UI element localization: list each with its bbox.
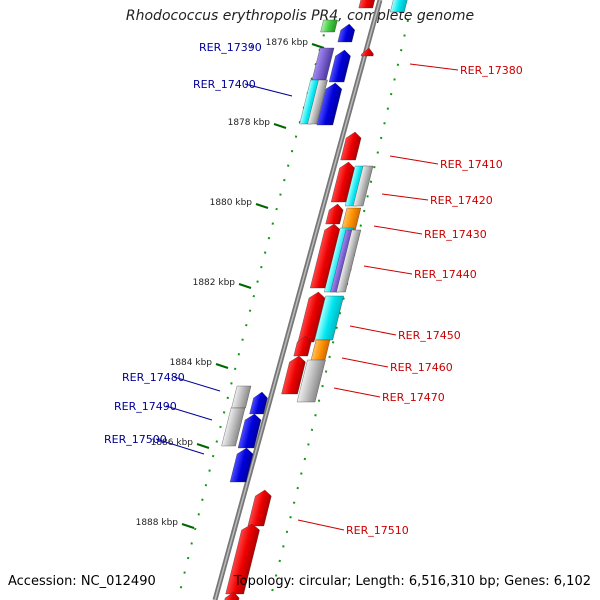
gene-feature-orange <box>310 339 331 363</box>
gene-feature-blue <box>249 391 268 415</box>
gene-feature-gray <box>307 79 328 125</box>
scale-tick-label: 1886 kbp <box>151 438 194 448</box>
diagram-title: Rhodococcus erythropolis PR4, complete g… <box>125 8 475 24</box>
gene-feature-red <box>247 489 272 527</box>
label-leader-line <box>389 155 439 165</box>
scale-tick-label: 1888 kbp <box>136 518 179 528</box>
gene-feature-gray <box>221 407 246 447</box>
gene-label-right: RER_17470 <box>382 391 445 404</box>
scale-tick-label: 1884 kbp <box>170 358 213 368</box>
label-leader-line <box>341 357 389 368</box>
scale-tick-mark <box>255 203 269 209</box>
gene-feature-blue <box>316 82 342 126</box>
accession-text: Accession: NC_012490 <box>8 574 156 589</box>
gene-feature-cyan <box>314 295 344 341</box>
gene-labels: RER_17380 RER_17410 RER_17420 RER_17430 RER_… <box>104 41 523 537</box>
label-leader-line <box>165 405 213 421</box>
label-leader-line <box>373 225 423 235</box>
label-leader-line <box>349 325 397 336</box>
gene-label-right: RER_17420 <box>430 194 493 207</box>
label-leader-line <box>244 83 293 97</box>
scale-tick-mark <box>238 283 252 289</box>
gene-feature-red <box>297 291 326 343</box>
scale-tick-label: 1878 kbp <box>228 118 271 128</box>
scale-tick-mark <box>196 443 210 449</box>
scale-tick-mark <box>273 123 287 129</box>
gene-feature-red <box>358 0 376 9</box>
gene-feature-blue <box>237 413 262 449</box>
gene-label-right: RER_17440 <box>414 268 477 281</box>
gene-feature-red <box>360 47 374 57</box>
gene-feature-red <box>293 335 312 357</box>
gene-feature-blue <box>328 49 351 83</box>
label-leader-line <box>155 438 205 455</box>
label-leader-line <box>409 63 459 71</box>
scale-ticks: 1876 kbp 1878 kbp 1880 kbp 1882 kbp 1884 kbp… <box>136 38 325 529</box>
gene-label-left: RER_17480 <box>122 371 185 384</box>
scale-tick-mark <box>181 523 195 529</box>
gene-feature-blue <box>337 23 355 43</box>
gene-feature-red <box>325 203 344 225</box>
gene-feature-gray <box>336 229 362 293</box>
scale-tick-mark <box>311 43 325 49</box>
gene-label-left: RER_17400 <box>193 78 256 91</box>
gene-label-right: RER_17410 <box>440 158 503 171</box>
scale-tick-mark <box>215 363 229 369</box>
gene-label-left: RER_17390 <box>199 41 262 54</box>
gene-label-right: RER_17450 <box>398 329 461 342</box>
label-leader-line <box>381 193 429 201</box>
gene-feature-blue <box>229 447 254 483</box>
right-dotted-track <box>269 19 409 600</box>
gene-feature-cyan <box>390 0 408 13</box>
label-leader-line <box>297 519 345 531</box>
gene-feature-gray <box>352 165 374 207</box>
gene-feature-red <box>225 523 260 595</box>
topology-summary: Topology: circular; Length: 6,516,310 bp… <box>233 574 591 589</box>
gene-feature-red <box>340 131 362 161</box>
gene-feature-green <box>320 19 338 33</box>
gene-feature-red <box>281 355 306 395</box>
gene-label-left: RER_17500 <box>104 433 167 446</box>
gene-feature-orange <box>341 207 362 231</box>
gene-label-right: RER_17430 <box>424 228 487 241</box>
label-leader-line <box>173 376 221 392</box>
scale-tick-label: 1882 kbp <box>193 278 236 288</box>
scale-tick-label: 1880 kbp <box>210 198 253 208</box>
genome-backbone-highlight <box>214 0 381 600</box>
gene-label-right: RER_17380 <box>460 64 523 77</box>
scale-tick-label: 1876 kbp <box>266 38 309 48</box>
label-leader-line <box>250 44 253 48</box>
gene-label-right: RER_17460 <box>390 361 453 374</box>
gene-feature-gray <box>296 359 326 403</box>
gene-label-right: RER_17510 <box>346 524 409 537</box>
gene-label-left: RER_17490 <box>114 400 177 413</box>
gene-features <box>221 0 408 600</box>
label-leader-line <box>333 387 381 398</box>
gene-feature-gray <box>231 385 252 409</box>
label-leader-line <box>363 265 413 275</box>
